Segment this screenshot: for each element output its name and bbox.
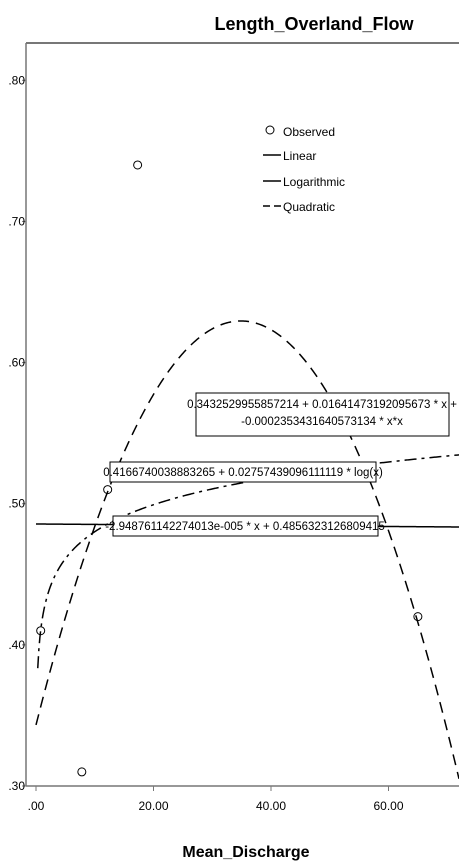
x-tick-label: .00 (28, 799, 45, 813)
y-axis-ticks: .30 .40 .50 .60 .70 .80 (8, 73, 26, 793)
x-tick-label: 60.00 (373, 799, 403, 813)
observed-point (133, 160, 143, 170)
logarithmic-equation-frame (109, 461, 377, 483)
y-tick-label: .40 (8, 638, 25, 652)
x-tick-label: 20.00 (138, 799, 168, 813)
linear-equation-box: -2.948761142274013e-005 * x + 0.48563231… (105, 515, 385, 537)
observed-points (36, 160, 423, 777)
observed-point (77, 767, 87, 777)
x-axis-ticks: .00 20.00 40.00 60.00 (28, 786, 404, 813)
legend-logarithmic-label: Logarithmic (283, 175, 345, 189)
x-tick-label: 40.00 (256, 799, 286, 813)
y-tick-label: .30 (8, 779, 25, 793)
logarithmic-equation-box: 0.4166740038883265 + 0.02757439096111119… (103, 461, 383, 483)
x-axis-title: Mean_Discharge (182, 844, 309, 861)
y-tick-label: .60 (8, 356, 25, 370)
logarithmic-equation: 0.4166740038883265 + 0.02757439096111119… (103, 467, 383, 479)
fit-lines (35, 320, 459, 779)
y-tick-label: .80 (8, 73, 25, 87)
quadratic-equation-line2: -0.0002353431640573134 * x*x (241, 416, 403, 428)
legend-observed-marker (265, 125, 275, 135)
legend: Observed Linear Logarithmic Quadratic (263, 125, 345, 214)
observed-point (413, 612, 423, 622)
plot-area (25, 42, 459, 787)
observed-point (103, 485, 113, 495)
legend-observed-label: Observed (283, 125, 335, 139)
legend-linear-label: Linear (283, 149, 316, 163)
quadratic-equation-line1: 0.3432529955857214 + 0.01641473192095673… (187, 399, 457, 411)
legend-quadratic-label: Quadratic (283, 200, 335, 214)
fit-line-logarithmic (37, 454, 459, 669)
linear-equation-frame (112, 515, 379, 537)
y-tick-label: .70 (8, 214, 25, 228)
observed-point (36, 626, 46, 636)
y-tick-label: .50 (8, 497, 25, 511)
quadratic-equation-box: 0.3432529955857214 + 0.01641473192095673… (187, 392, 457, 437)
linear-equation: -2.948761142274013e-005 * x + 0.48563231… (105, 521, 385, 533)
chart-title: Length_Overland_Flow (214, 14, 414, 34)
fit-line-quadratic (35, 320, 459, 779)
quadratic-equation-frame (195, 392, 450, 437)
